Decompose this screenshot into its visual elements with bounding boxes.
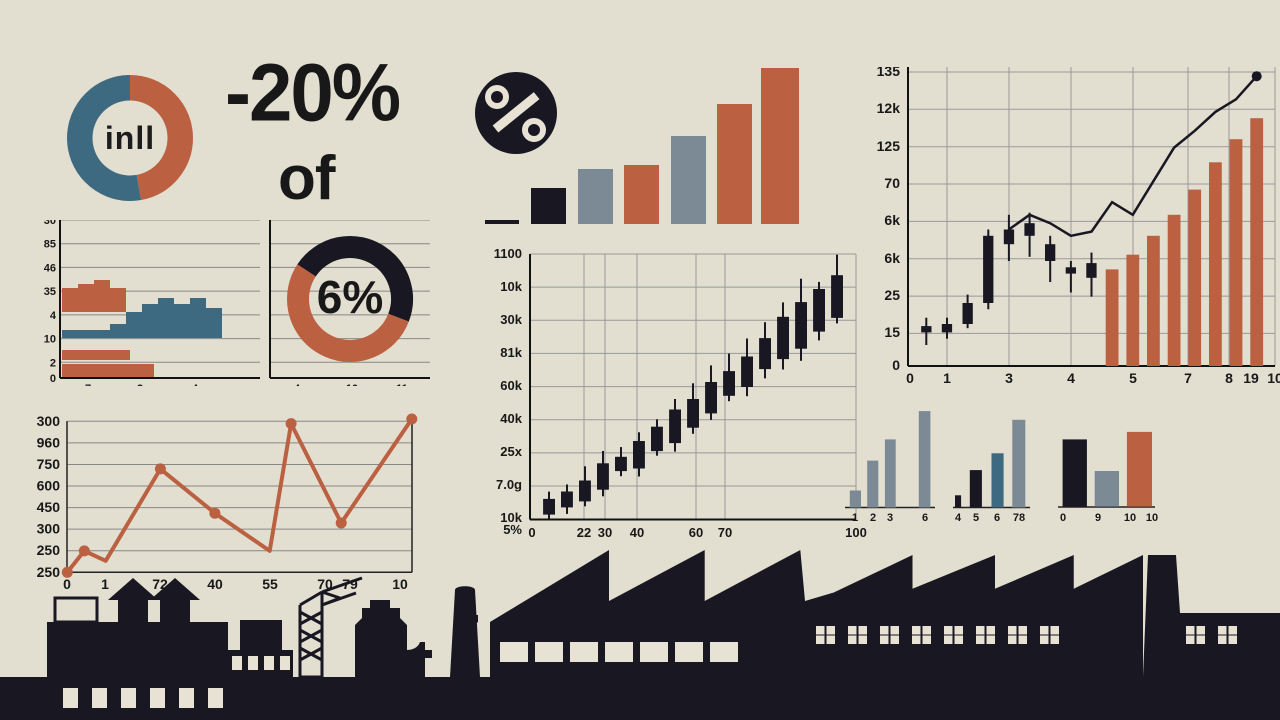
svg-text:85: 85 — [44, 239, 56, 251]
svg-text:35: 35 — [44, 286, 56, 298]
svg-text:2: 2 — [50, 357, 56, 369]
svg-text:46: 46 — [44, 262, 56, 274]
svg-text:4: 4 — [50, 310, 57, 322]
svg-text:7: 7 — [85, 383, 91, 386]
svg-text:10: 10 — [346, 383, 358, 386]
svg-text:2: 2 — [137, 383, 143, 386]
svg-text:10: 10 — [44, 334, 56, 346]
svg-text:0: 0 — [50, 373, 56, 385]
svg-text:30: 30 — [44, 220, 56, 227]
svg-text:4: 4 — [294, 383, 301, 386]
svg-text:11: 11 — [396, 383, 408, 386]
svg-text:6%: 6% — [317, 271, 383, 323]
svg-text:4: 4 — [192, 383, 199, 386]
